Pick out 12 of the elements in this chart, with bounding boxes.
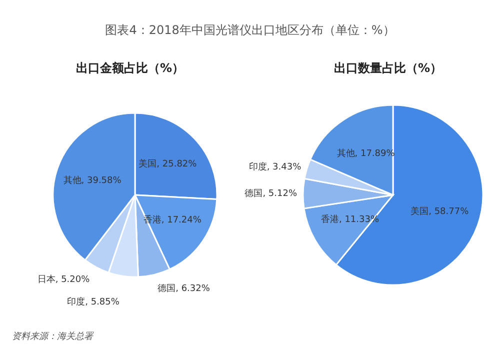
slice-label: 印度, 3.43%	[248, 162, 302, 173]
slice-label: 印度, 5.85%	[67, 296, 120, 308]
slice-label: 日本, 5.20%	[37, 274, 90, 286]
slice-label: 美国, 25.82%	[138, 158, 198, 170]
chart-subtitle: 出口金额占比（%）	[74, 60, 186, 77]
slice-label: 其他, 39.58%	[63, 174, 122, 186]
slice-label: 美国, 58.77%	[410, 206, 470, 218]
slice-label: 德国, 6.32%	[158, 282, 210, 294]
text: 资料来源：海关总署	[12, 332, 93, 342]
slice-label: 德国, 5.12%	[244, 188, 298, 199]
text: 图表4：2018年中国光谱仪出口地区分布（单位：%）	[104, 22, 396, 39]
chart-title: 出口数量占比（%）	[332, 60, 444, 77]
